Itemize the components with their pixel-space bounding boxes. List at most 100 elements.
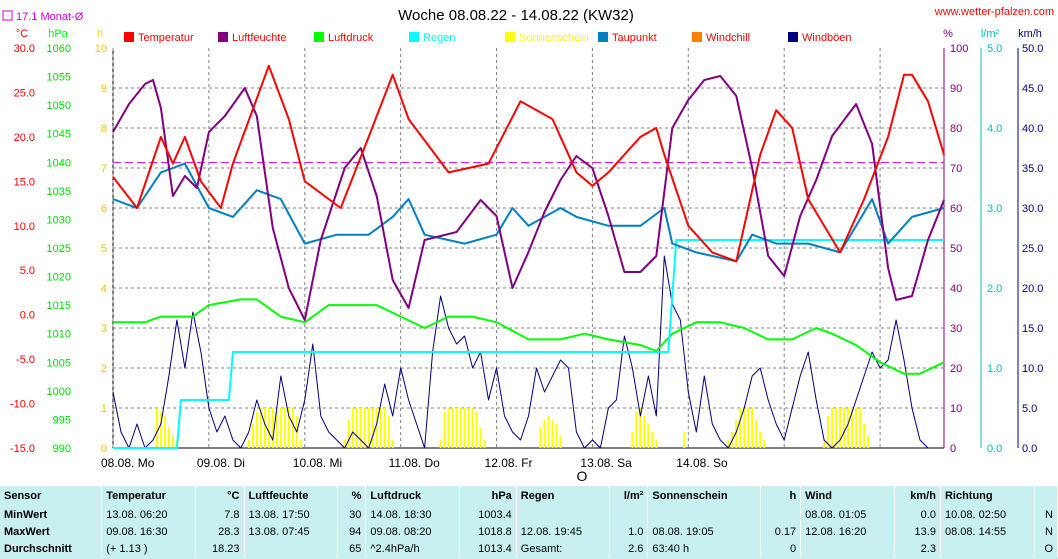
website-link[interactable]: www.wetter-pfalzen.com [934,6,1054,18]
sun-tick-9: 1 [101,403,107,415]
sun-tick-7: 3 [101,323,107,335]
sun-tick-2: 8 [101,123,107,135]
sunshine-bar-73 [839,408,842,448]
humidity-tick-1: 90 [950,83,962,95]
temp-unit: °C [16,28,28,40]
stats-row: Durchschnitt (+ 1.13 ) 18.23 65 ^2.4hPa/h 101… [0,540,1058,557]
stats-cell-text [244,540,339,557]
pressure-tick-1: 1055 [47,72,71,84]
sunshine-bar-51 [631,432,634,448]
sunshine-bar-6 [247,440,250,448]
stats-cell-text: 13.08. 07:45 [244,523,339,540]
sunshine-bar-26 [367,408,370,448]
stats-cell-value: 2.3 [894,540,941,557]
stats-cell-text: 12.08. 16:20 [800,523,895,540]
stats-cell-text: 09.08. 16:30 [101,523,196,540]
humidity-tick-10: 0 [950,443,956,455]
sunshine-bar-36 [451,408,454,448]
legend-swatch-7 [788,32,798,42]
wind-tick-5: 25.0 [1022,243,1043,255]
humidity-tick-6: 40 [950,283,962,295]
pressure-tick-0: 1060 [47,43,71,55]
temp-tick-3: 15.0 [14,176,35,188]
legend-label-0: Temperatur [138,32,194,44]
sunshine-bar-64 [747,408,750,448]
sunshine-bar-72 [835,408,838,448]
wind-tick-3: 35.0 [1022,163,1043,175]
temp-tick-7: -5.0 [16,354,35,366]
legend-label-1: Luftfeuchte [232,32,286,44]
sunshine-bar-50 [559,436,562,448]
legend-swatch-1 [218,32,228,42]
month-avg-icon [2,10,13,21]
stats-cell-value: 30 [337,506,367,523]
sunshine-bar-75 [847,408,850,448]
pressure-tick-4: 1040 [47,157,71,169]
humidity-tick-4: 60 [950,203,962,215]
stats-cell-value: 94 [337,523,367,540]
wind-tick-1: 45.0 [1022,83,1043,95]
stats-cell-value: 0.0 [894,506,941,523]
temp-tick-5: 5.0 [20,265,35,277]
wind-tick-2: 40.0 [1022,123,1043,135]
sunshine-bar-59 [727,440,730,448]
temp-tick-6: 0.0 [20,310,35,322]
wind-direction-marker: O [577,468,588,484]
stats-cell-text: 08.08. 19:05 [647,523,761,540]
sunshine-bar-3 [167,428,170,448]
stats-cell-value [760,506,802,523]
stats-cell-value: 65 [337,540,367,557]
temp-tick-1: 25.0 [14,87,35,99]
sunshine-bar-58 [683,432,686,448]
stats-row-label: MinWert [0,506,103,523]
legend-label-7: Windböen [802,32,852,44]
pressure-tick-5: 1035 [47,186,71,198]
stats-cell-value: 13.9 [894,523,941,540]
legend-label-2: Luftdruck [328,32,374,44]
humidity-tick-2: 80 [950,123,962,135]
sunshine-bar-16 [287,408,290,448]
sunshine-bar-46 [543,420,546,448]
legend-swatch-4 [505,32,515,42]
sunshine-bar-0 [155,408,158,448]
stats-cell-value: 1013.4 [459,540,517,557]
temp-tick-8: -10.0 [10,399,35,411]
stats-cell-value: 7.8 [195,506,245,523]
sunshine-bar-57 [655,440,658,448]
humidity-tick-3: 70 [950,163,962,175]
sunshine-bar-80 [867,436,870,448]
sunshine-bar-61 [735,420,738,448]
stats-header-6: Wind [800,486,895,506]
humidity-tick-7: 30 [950,323,962,335]
sunshine-bar-11 [267,408,270,448]
plot-area [112,64,945,449]
sunshine-bar-69 [823,440,826,448]
legend-label-6: Windchill [706,32,750,44]
stats-row-label: Durchschnitt [0,540,103,557]
sunshine-bar-2 [163,416,166,448]
sunshine-bar-77 [855,408,858,448]
sunshine-bar-41 [471,408,474,448]
temp-tick-9: -15.0 [10,443,35,455]
stats-header-unit-6: km/h [894,486,941,506]
day-label-3: 11.08. Do [389,456,440,470]
wind-tick-0: 50.0 [1022,43,1043,55]
legend-swatch-2 [314,32,324,42]
pressure-tick-13: 995 [53,414,71,426]
legend-swatch-0 [124,32,134,42]
temp-tick-2: 20.0 [14,132,35,144]
humidity-unit: % [943,28,953,40]
sunshine-bar-44 [483,440,486,448]
stats-cell-text [940,540,1035,557]
rain-tick-1: 4.0 [987,123,1002,135]
rain-unit: l/m² [981,28,1000,40]
sunshine-bar-28 [375,408,378,448]
wind-tick-6: 20.0 [1022,283,1043,295]
stats-cell-value: 28.3 [195,523,245,540]
sunshine-bar-40 [467,408,470,448]
day-label-4: 12.08. Fr [485,456,533,470]
sunshine-bar-65 [751,408,754,448]
stats-header-5: Sonnenschein [647,486,761,506]
sun-tick-0: 10 [95,43,107,55]
sunshine-bar-14 [279,408,282,448]
